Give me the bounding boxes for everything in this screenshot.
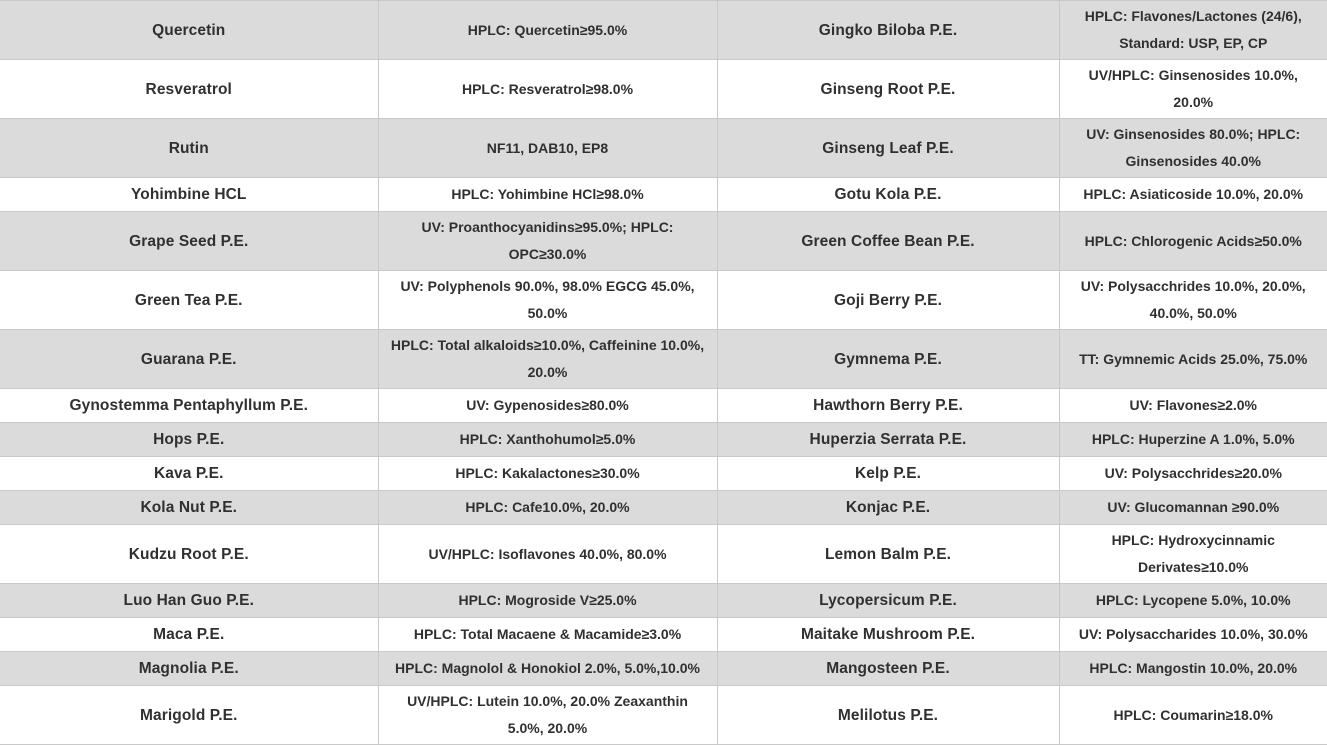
table-row: Green Tea P.E. UV: Polyphenols 90.0%, 98.… bbox=[0, 270, 1327, 330]
product-name-cell: Mangosteen P.E. bbox=[716, 651, 1060, 686]
product-name-cell: Gingko Biloba P.E. bbox=[716, 0, 1060, 60]
table-row: Gynostemma Pentaphyllum P.E. UV: Gypenosi… bbox=[0, 388, 1327, 423]
product-name-cell: Ginseng Root P.E. bbox=[716, 59, 1060, 119]
product-name-cell: Kelp P.E. bbox=[716, 456, 1060, 491]
product-name-cell: Gotu Kola P.E. bbox=[716, 177, 1060, 212]
spec-cell: HPLC: Total Macaene & Macamide≥3.0% bbox=[377, 617, 718, 652]
spec-cell: TT: Gymnemic Acids 25.0%, 75.0% bbox=[1058, 329, 1327, 389]
product-name-cell: Magnolia P.E. bbox=[0, 651, 379, 686]
table-row: Quercetin HPLC: Quercetin≥95.0% Gingko Bil… bbox=[0, 0, 1327, 60]
table-row: Rutin NF11, DAB10, EP8 Ginseng Leaf P.E. UV… bbox=[0, 118, 1327, 178]
spec-cell: HPLC: Asiaticoside 10.0%, 20.0% bbox=[1058, 177, 1327, 212]
spec-cell: HPLC: Hydroxycinnamic Derivates≥10.0% bbox=[1058, 524, 1327, 584]
spec-cell: HPLC: Total alkaloids≥10.0%, Caffeinine … bbox=[377, 329, 718, 389]
product-name-cell: Maca P.E. bbox=[0, 617, 379, 652]
product-name-cell: Lycopersicum P.E. bbox=[716, 583, 1060, 618]
table-row: Luo Han Guo P.E. HPLC: Mogroside V≥25.0% L… bbox=[0, 583, 1327, 618]
table-row: Grape Seed P.E. UV: Proanthocyanidins≥95.… bbox=[0, 211, 1327, 271]
product-name-cell: Maitake Mushroom P.E. bbox=[716, 617, 1060, 652]
product-name-cell: Goji Berry P.E. bbox=[716, 270, 1060, 330]
table-row: Maca P.E. HPLC: Total Macaene & Macamide≥… bbox=[0, 617, 1327, 652]
spec-cell: UV: Polysacchrides 10.0%, 20.0%, 40.0%, … bbox=[1058, 270, 1327, 330]
product-name-cell: Gynostemma Pentaphyllum P.E. bbox=[0, 388, 379, 423]
product-name-cell: Gymnema P.E. bbox=[716, 329, 1060, 389]
table-row: Yohimbine HCL HPLC: Yohimbine HCl≥98.0% Go… bbox=[0, 177, 1327, 212]
table-row: Marigold P.E. UV/HPLC: Lutein 10.0%, 20.0… bbox=[0, 685, 1327, 745]
product-name-cell: Kola Nut P.E. bbox=[0, 490, 379, 525]
spec-cell: UV: Polysaccharides 10.0%, 30.0% bbox=[1058, 617, 1327, 652]
spec-cell: HPLC: Quercetin≥95.0% bbox=[377, 0, 718, 60]
product-name-cell: Melilotus P.E. bbox=[716, 685, 1060, 745]
table-row: Magnolia P.E. HPLC: Magnolol & Honokiol 2… bbox=[0, 651, 1327, 686]
product-name-cell: Guarana P.E. bbox=[0, 329, 379, 389]
spec-cell: UV/HPLC: Isoflavones 40.0%, 80.0% bbox=[377, 524, 718, 584]
spec-cell: HPLC: Chlorogenic Acids≥50.0% bbox=[1058, 211, 1327, 271]
table-row: Resveratrol HPLC: Resveratrol≥98.0% Ginsen… bbox=[0, 59, 1327, 119]
product-name-cell: Lemon Balm P.E. bbox=[716, 524, 1060, 584]
spec-cell: HPLC: Mogroside V≥25.0% bbox=[377, 583, 718, 618]
spec-cell: HPLC: Lycopene 5.0%, 10.0% bbox=[1058, 583, 1327, 618]
table-row: Kava P.E. HPLC: Kakalactones≥30.0% Kelp P.… bbox=[0, 456, 1327, 491]
spec-cell: HPLC: Resveratrol≥98.0% bbox=[377, 59, 718, 119]
spec-cell: HPLC: Cafe10.0%, 20.0% bbox=[377, 490, 718, 525]
table-row: Kudzu Root P.E. UV/HPLC: Isoflavones 40.0… bbox=[0, 524, 1327, 584]
table-row: Kola Nut P.E. HPLC: Cafe10.0%, 20.0% Konja… bbox=[0, 490, 1327, 525]
product-name-cell: Quercetin bbox=[0, 0, 379, 60]
spec-cell: UV: Proanthocyanidins≥95.0%; HPLC: OPC≥3… bbox=[377, 211, 718, 271]
product-name-cell: Kava P.E. bbox=[0, 456, 379, 491]
product-name-cell: Huperzia Serrata P.E. bbox=[716, 422, 1060, 457]
product-name-cell: Yohimbine HCL bbox=[0, 177, 379, 212]
product-name-cell: Kudzu Root P.E. bbox=[0, 524, 379, 584]
product-name-cell: Green Coffee Bean P.E. bbox=[716, 211, 1060, 271]
spec-cell: HPLC: Huperzine A 1.0%, 5.0% bbox=[1058, 422, 1327, 457]
spec-cell: UV/HPLC: Ginsenosides 10.0%, 20.0% bbox=[1058, 59, 1327, 119]
table-row: Guarana P.E. HPLC: Total alkaloids≥10.0%,… bbox=[0, 329, 1327, 389]
spec-cell: UV: Polysacchrides≥20.0% bbox=[1058, 456, 1327, 491]
spec-cell: UV/HPLC: Lutein 10.0%, 20.0% Zeaxanthin … bbox=[377, 685, 718, 745]
product-name-cell: Hawthorn Berry P.E. bbox=[716, 388, 1060, 423]
spec-cell: HPLC: Yohimbine HCl≥98.0% bbox=[377, 177, 718, 212]
spec-cell: UV: Gypenosides≥80.0% bbox=[377, 388, 718, 423]
product-name-cell: Hops P.E. bbox=[0, 422, 379, 457]
spec-cell: HPLC: Mangostin 10.0%, 20.0% bbox=[1058, 651, 1327, 686]
product-name-cell: Luo Han Guo P.E. bbox=[0, 583, 379, 618]
spec-cell: HPLC: Coumarin≥18.0% bbox=[1058, 685, 1327, 745]
product-name-cell: Rutin bbox=[0, 118, 379, 178]
spec-cell: NF11, DAB10, EP8 bbox=[377, 118, 718, 178]
product-name-cell: Ginseng Leaf P.E. bbox=[716, 118, 1060, 178]
spec-cell: HPLC: Flavones/Lactones (24/6), Standard… bbox=[1058, 0, 1327, 60]
product-name-cell: Resveratrol bbox=[0, 59, 379, 119]
spec-cell: UV: Glucomannan ≥90.0% bbox=[1058, 490, 1327, 525]
spec-cell: UV: Polyphenols 90.0%, 98.0% EGCG 45.0%,… bbox=[377, 270, 718, 330]
spec-cell: UV: Flavones≥2.0% bbox=[1058, 388, 1327, 423]
spec-cell: HPLC: Kakalactones≥30.0% bbox=[377, 456, 718, 491]
product-name-cell: Marigold P.E. bbox=[0, 685, 379, 745]
product-name-cell: Green Tea P.E. bbox=[0, 270, 379, 330]
product-name-cell: Grape Seed P.E. bbox=[0, 211, 379, 271]
spec-cell: UV: Ginsenosides 80.0%; HPLC: Ginsenosid… bbox=[1058, 118, 1327, 178]
spec-cell: HPLC: Magnolol & Honokiol 2.0%, 5.0%,10.… bbox=[377, 651, 718, 686]
table-row: Hops P.E. HPLC: Xanthohumol≥5.0% Huperzia … bbox=[0, 422, 1327, 457]
product-name-cell: Konjac P.E. bbox=[716, 490, 1060, 525]
spec-cell: HPLC: Xanthohumol≥5.0% bbox=[377, 422, 718, 457]
